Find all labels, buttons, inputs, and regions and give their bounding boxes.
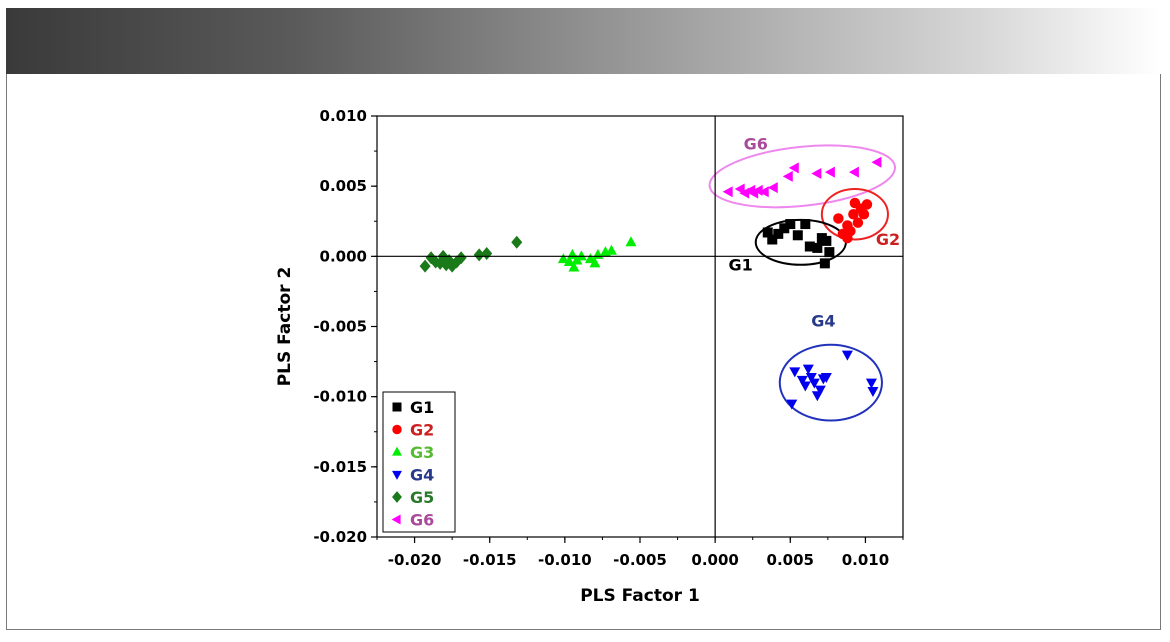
legend-box xyxy=(382,391,456,533)
axes: -0.020 -0.015 -0.010 -0.005 0.000 0.005 0.010 0… xyxy=(313,107,904,569)
x-tick-label: -0.010 xyxy=(538,551,592,569)
data-point-g1 xyxy=(792,230,803,241)
y-tick-label: 0.005 xyxy=(320,177,367,195)
data-point-g5 xyxy=(451,255,463,269)
data-point-g1 xyxy=(812,242,823,253)
x-tick-label: 0.010 xyxy=(842,551,889,569)
group-ellipses xyxy=(708,144,897,422)
data-points xyxy=(419,156,882,410)
data-point-g5 xyxy=(419,259,431,273)
data-point-g6 xyxy=(722,186,733,198)
y-tick-label: 0.010 xyxy=(320,107,367,125)
data-point-g6 xyxy=(767,182,778,194)
data-point-g6 xyxy=(788,162,799,174)
data-point-g4 xyxy=(867,387,879,398)
annotation-g6: G6 xyxy=(744,135,768,154)
data-point-g5 xyxy=(511,235,523,249)
y-tick-label: 0.000 xyxy=(320,247,367,265)
annotation-g2: G2 xyxy=(876,230,900,249)
data-point-g4 xyxy=(796,375,808,386)
data-point-g2 xyxy=(858,208,870,220)
data-point-g3 xyxy=(625,236,637,247)
data-point-g6 xyxy=(871,156,882,168)
group-annotations: G6 G2 G1 G4 xyxy=(729,135,901,331)
data-point-g4 xyxy=(865,378,877,389)
data-point-g2 xyxy=(842,232,853,244)
data-point-g5 xyxy=(473,248,485,262)
data-point-g1 xyxy=(804,241,815,252)
data-point-g4 xyxy=(799,381,811,392)
cluster-ellipse-g6 xyxy=(708,144,897,209)
legend-label-g4: G4 xyxy=(410,466,434,485)
data-point-g6 xyxy=(824,166,835,178)
y-tick-label: -0.005 xyxy=(313,318,367,336)
legend-label-g2: G2 xyxy=(410,421,434,440)
header-banner xyxy=(6,8,1161,74)
data-point-g1 xyxy=(762,227,773,238)
y-axis-label: PLS Factor 2 xyxy=(275,267,295,387)
legend-marker-g1 xyxy=(392,402,402,412)
data-point-g2 xyxy=(833,213,844,224)
data-point-g5 xyxy=(455,251,467,265)
annotation-g1: G1 xyxy=(729,255,753,274)
data-point-g4 xyxy=(820,373,832,384)
y-tick-label: -0.015 xyxy=(313,458,367,476)
data-point-g4 xyxy=(805,373,817,384)
data-point-g1 xyxy=(773,228,784,239)
data-point-g1 xyxy=(800,219,811,230)
data-point-g1 xyxy=(821,235,832,246)
figure-frame xyxy=(6,8,1161,630)
data-point-g2 xyxy=(852,217,864,228)
data-point-g4 xyxy=(789,367,801,378)
annotation-g4: G4 xyxy=(811,312,835,331)
data-point-g2 xyxy=(848,208,859,220)
data-point-g4 xyxy=(802,364,814,375)
cluster-ellipse-g4 xyxy=(778,343,883,422)
data-point-g3 xyxy=(605,244,617,255)
legend-label-g3: G3 xyxy=(410,443,434,462)
y-tick-label: -0.020 xyxy=(313,528,367,546)
data-point-g4 xyxy=(814,385,826,396)
data-point-g4 xyxy=(786,399,798,410)
x-tick-label: -0.020 xyxy=(388,551,442,569)
x-axis-label: PLS Factor 1 xyxy=(580,586,700,606)
legend-marker-g4 xyxy=(392,470,402,480)
cluster-ellipse-g2 xyxy=(820,187,889,241)
data-point-g3 xyxy=(568,261,580,272)
data-point-g6 xyxy=(811,168,822,180)
x-tick-label: 0.000 xyxy=(691,551,738,569)
data-point-g3 xyxy=(589,257,601,268)
data-point-g1 xyxy=(819,258,830,269)
data-point-g3 xyxy=(575,250,587,261)
legend: G1 G2 G3 G4 G5 G6 xyxy=(382,391,456,533)
data-point-g1 xyxy=(767,234,778,245)
legend-marker-g3 xyxy=(392,446,402,456)
data-point-g5 xyxy=(481,247,493,261)
legend-label-g5: G5 xyxy=(410,488,434,507)
data-point-g1 xyxy=(779,223,790,234)
legend-marker-g5 xyxy=(392,491,402,503)
data-point-g3 xyxy=(557,253,569,264)
data-point-g6 xyxy=(752,184,763,196)
data-point-g4 xyxy=(841,350,853,361)
data-point-g6 xyxy=(848,166,859,178)
x-tick-label: -0.015 xyxy=(463,551,517,569)
data-point-g2 xyxy=(861,199,873,210)
x-tick-label: 0.005 xyxy=(767,551,814,569)
x-tick-label: -0.005 xyxy=(613,551,667,569)
data-point-g6 xyxy=(758,186,769,198)
data-point-g1 xyxy=(824,247,835,258)
legend-label-g1: G1 xyxy=(410,398,434,417)
legend-marker-g2 xyxy=(392,424,402,435)
data-point-g6 xyxy=(782,170,793,182)
data-point-g4 xyxy=(808,378,820,389)
legend-label-g6: G6 xyxy=(410,511,434,530)
legend-marker-g6 xyxy=(391,514,401,525)
data-point-g1 xyxy=(785,219,796,230)
y-tick-label: -0.010 xyxy=(313,388,367,406)
